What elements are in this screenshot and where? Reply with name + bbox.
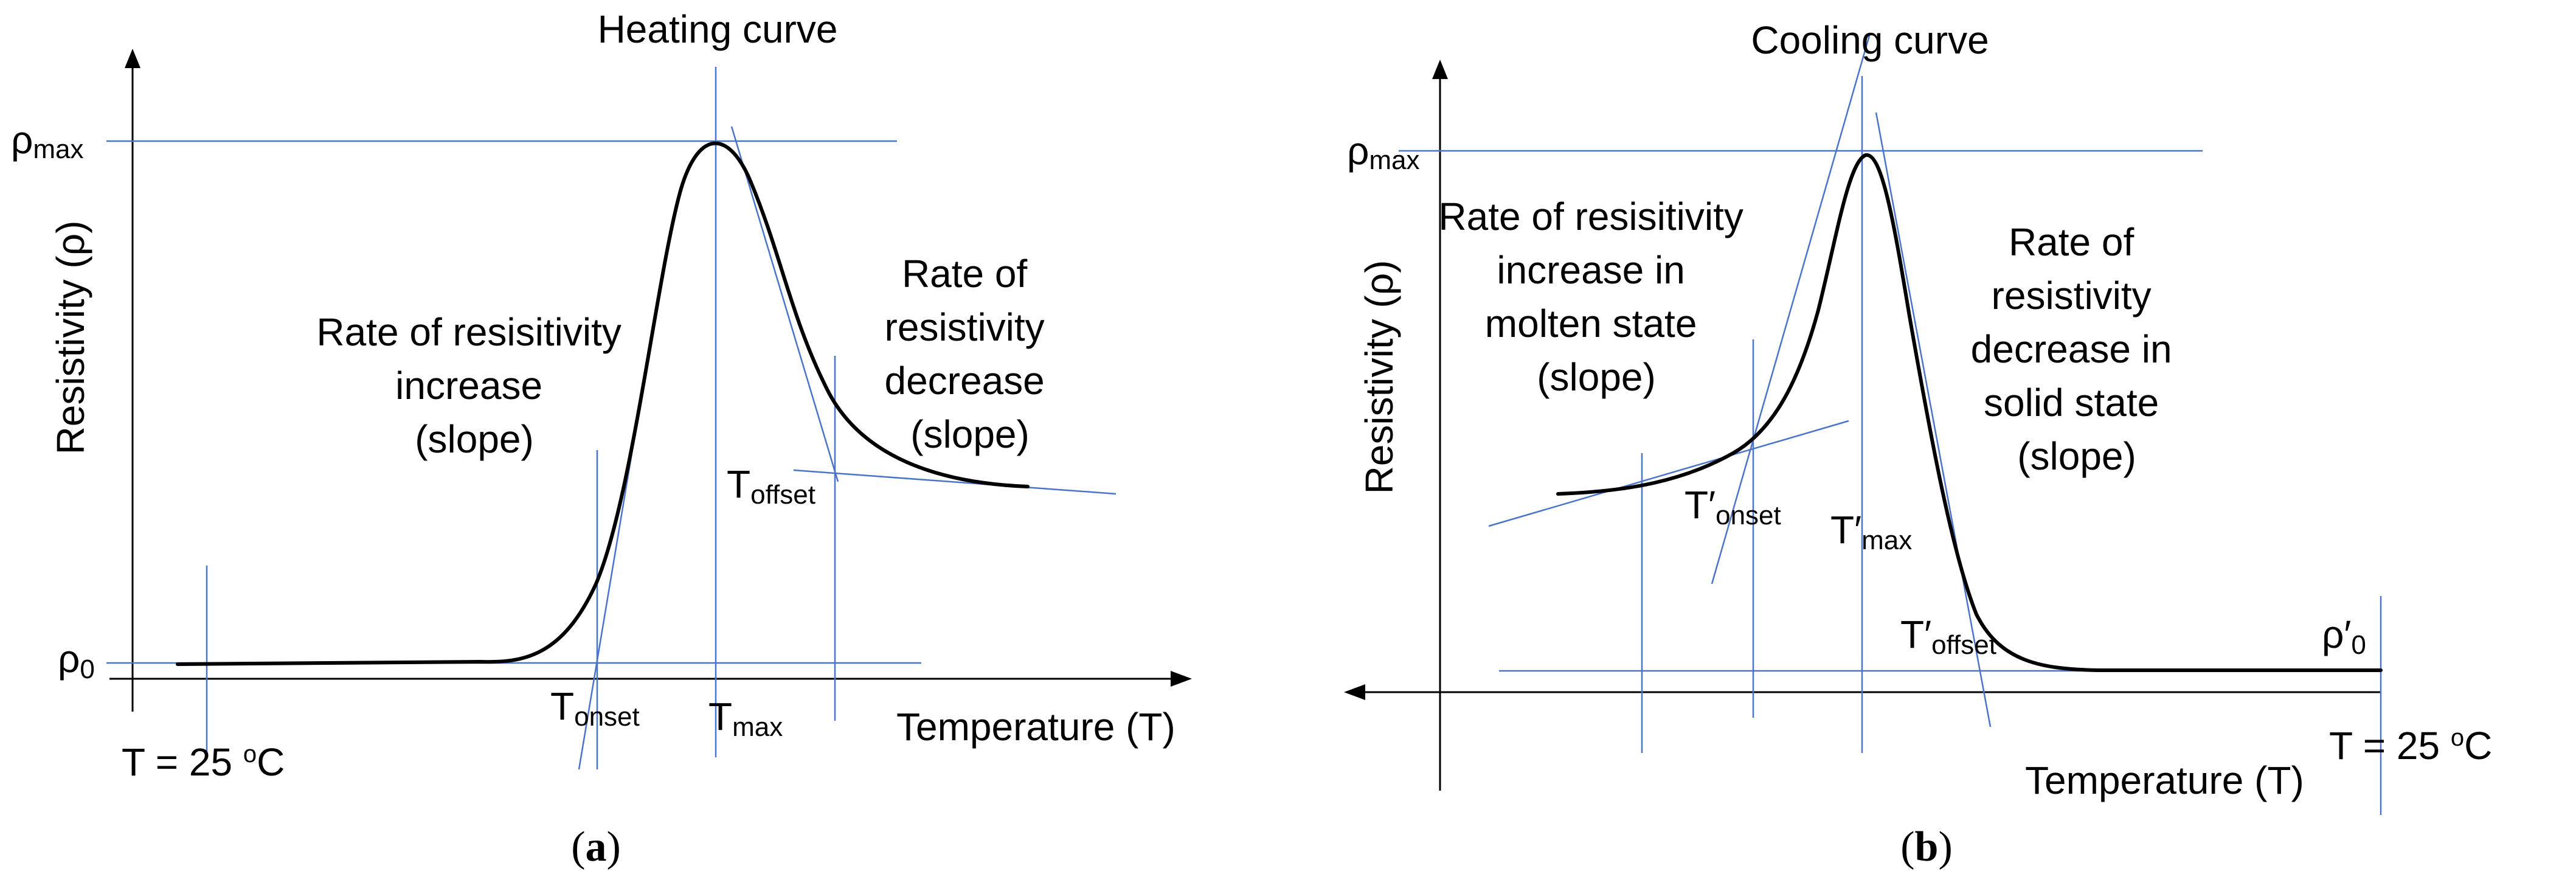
- panel-b-y-axis-label: Resistivity (ρ): [1357, 260, 1401, 494]
- panel-a-rho-max-label: ρmax: [11, 118, 84, 164]
- panel-a-rho-0-label: ρ0: [58, 637, 95, 684]
- panel-b-rho-0-label: ρ′0: [2322, 612, 2366, 660]
- panel-b-increase-label: Rate of resisitivity increase in molten …: [1438, 195, 1754, 399]
- panel-b-t-onset-label: T′onset: [1684, 483, 1781, 530]
- panel-a-t-max-label: Tmax: [708, 695, 783, 742]
- panel-a-x-axis-arrow-icon: [1171, 671, 1192, 687]
- panel-a-room-temp-label: T = 25 oC: [122, 740, 285, 784]
- panel-b-room-temp-label: T = 25 oC: [2329, 724, 2492, 768]
- panel-a-tail-slope-line: [793, 469, 1117, 495]
- panel-a-y-axis-arrow-icon: [125, 49, 140, 68]
- panel-b-t-offset-label: T′offset: [1900, 612, 1996, 660]
- panel-b-molten-slope-line: [1488, 420, 1849, 527]
- panel-b-title: Cooling curve: [1751, 18, 1989, 62]
- panel-b-t-max-label: T′max: [1830, 508, 1912, 555]
- panel-b-y-axis-arrow-icon: [1432, 60, 1448, 79]
- panel-a-increase-label: Rate of resisitivity increase (slope): [316, 310, 632, 461]
- panel-a-title: Heating curve: [598, 7, 838, 51]
- panel-a-t-onset-label: Tonset: [550, 684, 640, 732]
- panel-b-caption: (b): [1900, 824, 1953, 870]
- panel-b-decrease-slope-line: [1875, 112, 1992, 727]
- panel-a-heating-curve: [176, 141, 1030, 666]
- panel-a-x-axis-label: Temperature (T): [896, 705, 1175, 749]
- panel-a-decrease-label: Rate of resistivity decrease (slope): [884, 252, 1055, 456]
- panel-b-x-axis-arrow-icon: [1344, 684, 1365, 700]
- panel-b-cooling-curve: [1556, 153, 2383, 672]
- panel-a: Heating curve Resistivity (ρ) Temperatur…: [11, 7, 1192, 870]
- panel-b-rho-max-label: ρmax: [1347, 129, 1420, 175]
- panel-b: Cooling curve Resistivity (ρ) Temperatur…: [1344, 18, 2492, 870]
- panel-a-t-offset-label: Toffset: [727, 462, 815, 510]
- panel-a-y-axis-label: Resistivity (ρ): [49, 221, 92, 455]
- panel-b-increase-slope-line: [1711, 33, 1871, 584]
- panel-a-decrease-slope-line: [730, 126, 839, 482]
- panel-b-decrease-label: Rate of resistivity decrease in solid st…: [1971, 220, 2183, 478]
- panel-a-caption: (a): [571, 824, 621, 870]
- panel-b-x-axis-label: Temperature (T): [2025, 758, 2304, 802]
